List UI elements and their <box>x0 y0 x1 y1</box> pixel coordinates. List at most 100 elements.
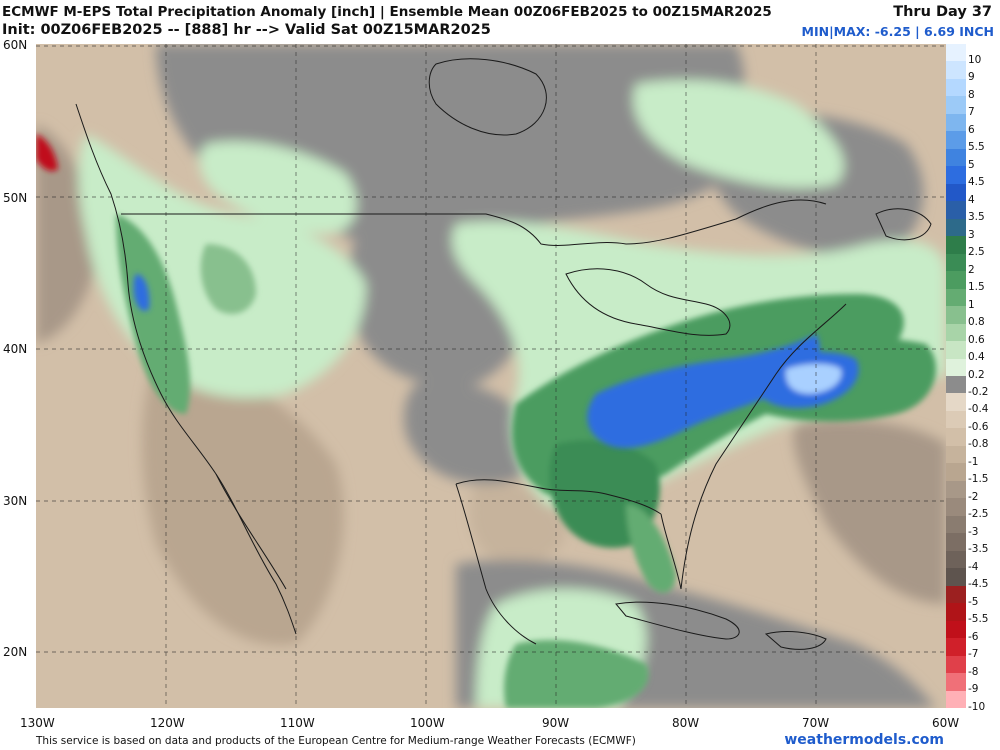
colorbar-tick-label: -7 <box>968 648 979 661</box>
colorbar-tick-label: -3.5 <box>968 543 989 556</box>
colorbar-tick-label: 2.5 <box>968 246 985 259</box>
colorbar-swatch <box>946 655 966 674</box>
precipitation-anomaly-map <box>36 44 946 708</box>
coastlines-and-borders <box>75 58 932 650</box>
colorbar-tick-label: 2 <box>968 263 975 276</box>
mexico-gulf-coast <box>455 483 537 645</box>
colorbar-swatch <box>946 515 966 534</box>
colorbar-tick-label: -6 <box>968 630 979 643</box>
neutral-zone-south-plains <box>404 381 539 484</box>
colorbar-swatch <box>946 113 966 132</box>
colorbar-swatch <box>946 673 966 692</box>
max-dry-core-bc-coast <box>36 134 58 171</box>
forecast-day-label: Thru Day 37 <box>893 4 992 20</box>
colorbar-tick-label: 3 <box>968 228 975 241</box>
heavy-wet-core-tennessee-valley <box>587 334 820 449</box>
latitude-label: 30N <box>3 494 28 508</box>
latitude-label: 20N <box>3 645 28 659</box>
colorbar-swatch <box>946 498 966 517</box>
longitude-label: 110W <box>280 716 315 730</box>
colorbar-swatch <box>946 585 966 604</box>
colorbar-swatch <box>946 480 966 499</box>
colorbar-tick-label: 4 <box>968 193 975 206</box>
dry-zone-southwest <box>142 344 344 646</box>
ecmwf-credit: This service is based on data and produc… <box>36 735 636 747</box>
longitude-label: 130W <box>20 716 55 730</box>
colorbar-swatch <box>946 341 966 360</box>
colorbar-swatch <box>946 201 966 220</box>
colorbar-swatch <box>946 428 966 447</box>
colorbar-tick-label: -9 <box>968 683 979 696</box>
colorbar-swatch <box>946 218 966 237</box>
longitude-label: 70W <box>802 716 830 730</box>
colorbar-tick-label: -0.6 <box>968 420 989 433</box>
colorbar-swatch <box>946 96 966 115</box>
colorbar-tick-label: -1 <box>968 455 979 468</box>
map-title: ECMWF M-EPS Total Precipitation Anomaly … <box>2 4 772 20</box>
colorbar-tick-label: -2 <box>968 490 979 503</box>
colorbar-tick-label: -3 <box>968 525 979 538</box>
colorbar-swatch <box>946 568 966 587</box>
init-valid-line: Init: 00Z06FEB2025 -- [888] hr --> Valid… <box>2 22 491 38</box>
colorbar-tick-label: 7 <box>968 106 975 119</box>
anomaly-colorbar <box>946 44 966 709</box>
wet-zone-west-coast <box>116 214 191 414</box>
min-max-readout: MIN|MAX: -6.25 | 6.69 INCH <box>801 24 994 39</box>
dry-zone-atlantic <box>793 420 946 604</box>
brand-link[interactable]: weathermodels.com <box>784 732 944 748</box>
newfoundland-outline <box>875 208 932 241</box>
colorbar-tick-label: 0.6 <box>968 333 985 346</box>
longitude-label: 100W <box>410 716 445 730</box>
pacific-coastline <box>75 103 287 590</box>
florida-coast <box>660 513 682 590</box>
colorbar-tick-label: 0.4 <box>968 351 985 364</box>
colorbar-swatch <box>946 393 966 412</box>
colorbar-swatch <box>946 306 966 325</box>
colorbar-swatch <box>946 358 966 377</box>
colorbar-swatch <box>946 236 966 255</box>
colorbar-tick-label: -0.2 <box>968 386 989 398</box>
hudson-bay-outline <box>428 58 547 136</box>
colorbar-swatch <box>946 271 966 290</box>
colorbar-tick-label: 1.5 <box>968 281 985 294</box>
colorbar-swatch <box>946 131 966 150</box>
wet-zone-idaho <box>200 244 256 314</box>
colorbar-swatch <box>946 445 966 464</box>
hispaniola-outline <box>764 631 827 650</box>
dry-zone-gulf <box>469 481 566 565</box>
wet-zone-north-central <box>199 141 357 234</box>
colorbar-tick-label: -8 <box>968 665 979 678</box>
longitude-label: 60W <box>932 716 960 730</box>
latitude-label: 40N <box>3 342 28 356</box>
colorbar-tick-label: 6 <box>968 123 975 136</box>
graticule <box>36 44 946 708</box>
colorbar-swatch <box>946 533 966 552</box>
colorbar-swatch <box>946 44 966 62</box>
max-wet-core-atlantic <box>785 363 842 394</box>
heavy-wet-core-west <box>133 274 150 311</box>
colorbar-tick-label: -1.5 <box>968 473 989 486</box>
colorbar-tick-label: -2.5 <box>968 508 989 521</box>
latitude-label: 60N <box>3 38 28 52</box>
colorbar-tick-label: 10 <box>968 54 982 66</box>
colorbar-tick-label: 0.8 <box>968 316 985 329</box>
colorbar-swatch <box>946 78 966 97</box>
colorbar-tick-label: 5.5 <box>968 141 985 154</box>
colorbar-swatch <box>946 183 966 202</box>
colorbar-tick-label: 4.5 <box>968 176 985 189</box>
colorbar-tick-label: -5 <box>968 595 979 608</box>
colorbar-swatch <box>946 463 966 482</box>
colorbar-tick-label: -10 <box>968 700 986 713</box>
great-lakes-outline <box>565 268 731 336</box>
colorbar-tick-label: 1 <box>968 298 975 311</box>
colorbar-swatch <box>946 638 966 657</box>
colorbar-tick-label: 9 <box>968 71 975 84</box>
colorbar-tick-label: -0.4 <box>968 403 989 416</box>
colorbar-swatch <box>946 148 966 167</box>
colorbar-tick-label: -0.8 <box>968 438 989 451</box>
cuba-outline <box>615 601 740 640</box>
colorbar-swatch <box>946 620 966 639</box>
latitude-label: 50N <box>3 191 28 205</box>
wet-zone-north-canada <box>633 80 844 188</box>
gulf-coast-us <box>455 479 662 515</box>
